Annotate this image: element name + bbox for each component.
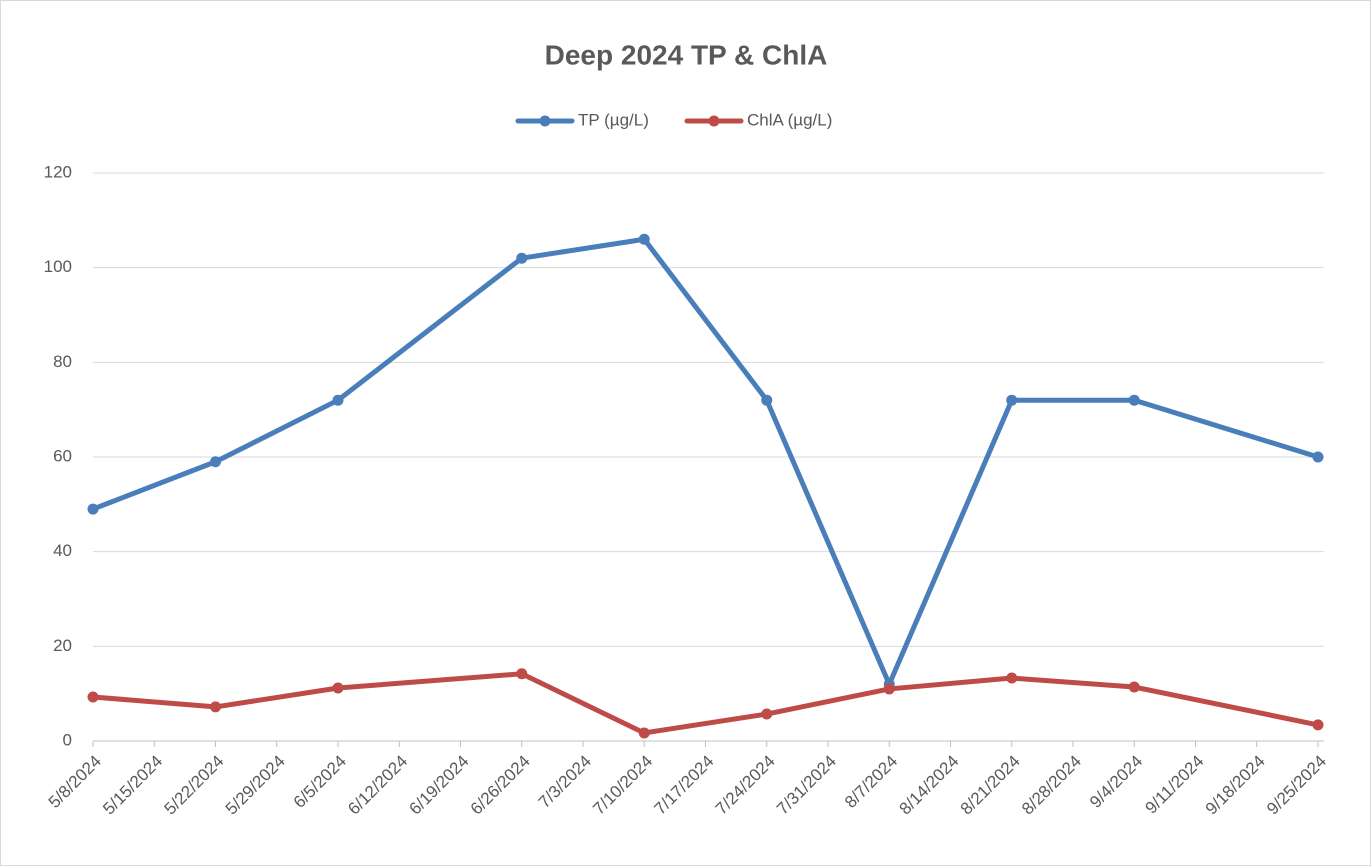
data-point <box>210 701 221 713</box>
data-point <box>516 252 528 264</box>
data-point <box>1128 394 1140 406</box>
data-point <box>332 682 344 694</box>
data-point <box>1312 451 1324 463</box>
legend-label: TP (µg/L) <box>578 110 649 129</box>
legend-item: TP (µg/L) <box>515 110 649 129</box>
data-point <box>1312 719 1324 731</box>
data-point <box>1006 394 1018 406</box>
data-point <box>883 683 895 695</box>
y-tick-label: 100 <box>44 257 72 276</box>
data-point <box>516 668 528 680</box>
data-point <box>332 394 344 406</box>
data-point <box>761 394 773 406</box>
chart-title: Deep 2024 TP & ChlA <box>545 39 828 70</box>
data-point <box>1006 672 1018 684</box>
data-point <box>638 727 650 739</box>
series-line <box>90 236 1321 687</box>
y-tick-label: 40 <box>53 541 72 560</box>
data-point <box>761 708 773 720</box>
legend-label: ChlA (µg/L) <box>747 110 832 129</box>
data-point <box>638 233 650 245</box>
y-tick-label: 120 <box>44 162 72 181</box>
y-tick-label: 80 <box>53 352 72 371</box>
data-point <box>87 691 99 703</box>
data-point <box>87 503 99 515</box>
series-line <box>90 671 1321 736</box>
data-point <box>210 456 221 468</box>
legend-marker <box>708 115 720 127</box>
y-tick-label: 60 <box>53 446 72 465</box>
data-point <box>1128 681 1140 693</box>
y-tick-label: 0 <box>63 730 72 749</box>
legend-item: ChlA (µg/L) <box>684 110 832 129</box>
y-tick-label: 20 <box>53 636 72 655</box>
legend-marker <box>539 115 551 127</box>
